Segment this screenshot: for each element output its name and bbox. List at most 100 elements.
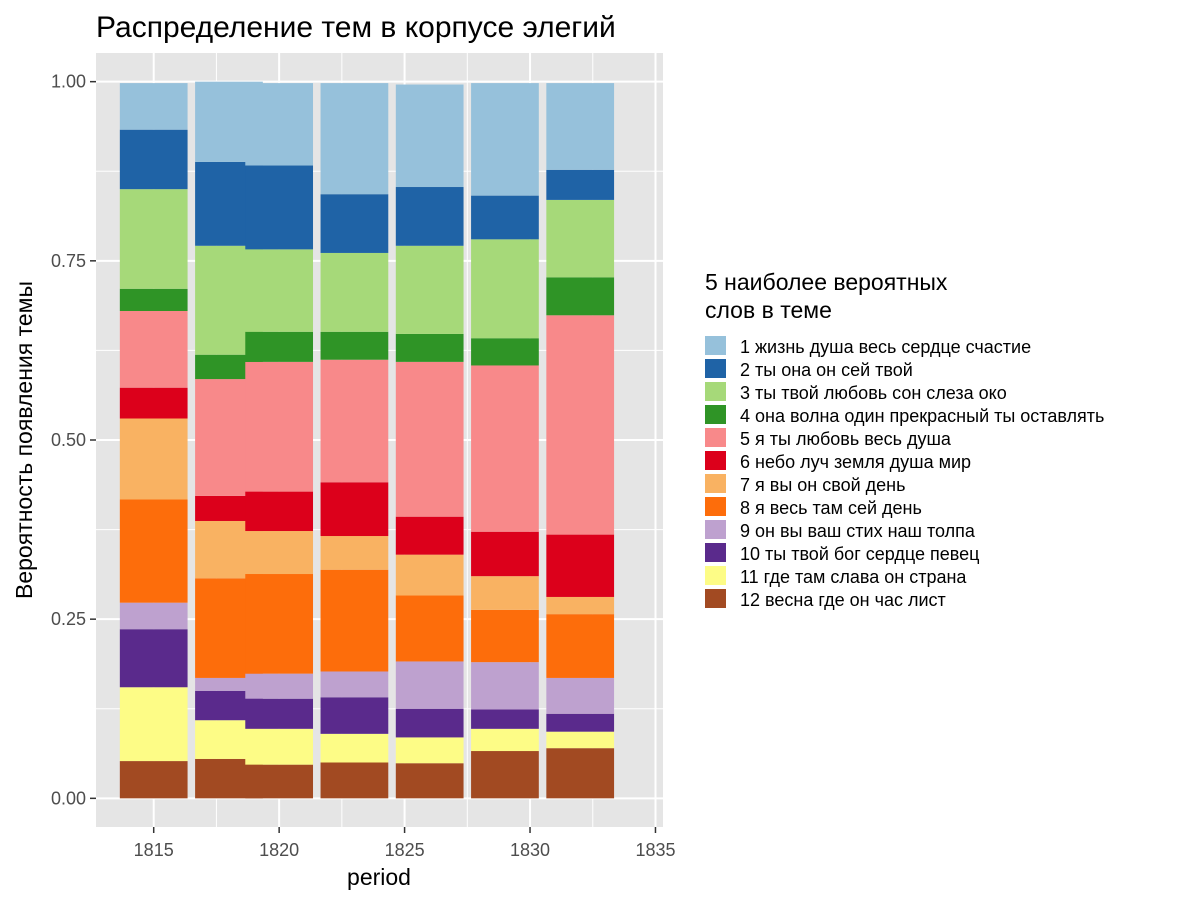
bar-segment-8-1815 <box>119 499 188 603</box>
bar-segment-3-1832 <box>546 199 615 278</box>
bar-segment-11-1820 <box>245 728 314 765</box>
bar-segment-11-1815 <box>119 687 188 762</box>
x-axis: 1815 1820 1825 1830 1835 <box>134 827 675 860</box>
y-axis-title: Вероятность появления темы <box>11 281 37 599</box>
bar-segment-9-1826 <box>395 661 464 709</box>
bar-segment-11-1826 <box>395 737 464 764</box>
bar-segment-12-1829 <box>471 751 539 799</box>
x-tick-label: 1815 <box>134 840 174 860</box>
legend-label-12: 12 весна где он час лист <box>740 590 946 610</box>
legend-swatch-4 <box>705 405 726 424</box>
bar-segment-10-1826 <box>395 708 464 738</box>
bar-segment-8-1829 <box>471 609 539 663</box>
legend-swatch-6 <box>705 451 726 470</box>
legend-swatch-1 <box>705 336 726 355</box>
bar-segment-10-1823 <box>320 697 389 734</box>
bar-segment-9-1832 <box>546 677 615 714</box>
x-tick-label: 1825 <box>385 840 425 860</box>
legend-swatch-3 <box>705 382 726 401</box>
chart-title: Распределение тем в корпусе элегий <box>96 11 616 44</box>
bar-segment-7-1832 <box>546 596 615 615</box>
bar-segment-3-1820 <box>245 249 314 332</box>
bar-segment-8-1820 <box>245 574 314 674</box>
bar-segment-6-1826 <box>395 516 464 555</box>
legend-swatch-7 <box>705 474 726 493</box>
y-tick-label: 0.50 <box>51 430 86 450</box>
bar-segment-5-1823 <box>320 359 389 483</box>
bar-segment-1-1832 <box>546 83 615 170</box>
x-tick-label: 1820 <box>259 840 299 860</box>
bar-segment-10-1815 <box>119 629 188 688</box>
x-axis-title: period <box>347 864 411 890</box>
bar-segment-3-1815 <box>119 189 188 289</box>
legend-swatch-2 <box>705 359 726 378</box>
bar-segment-6-1832 <box>546 534 615 597</box>
bar-segment-3-1826 <box>395 245 464 334</box>
legend-swatch-10 <box>705 543 726 562</box>
bar-segment-11-1823 <box>320 733 389 763</box>
legend-label-6: 6 небо луч земля душа мир <box>740 452 971 472</box>
y-tick-label: 0.25 <box>51 609 86 629</box>
bar-segment-2-1826 <box>395 187 464 246</box>
bar-segment-5-1832 <box>546 315 615 535</box>
bar-segment-11-1832 <box>546 731 615 749</box>
legend-title: 5 наиболее вероятных слов в теме <box>705 269 948 323</box>
legend-label-4: 4 она волна один прекрасный ты оставлять <box>740 406 1104 426</box>
bar-segment-6-1823 <box>320 482 389 537</box>
y-tick-label: 0.75 <box>51 251 86 271</box>
bar-segment-10-1820 <box>245 698 314 729</box>
x-tick-label: 1835 <box>635 840 675 860</box>
legend: 5 наиболее вероятных слов в теме 1 жизнь д… <box>705 269 1104 610</box>
legend-label-8: 8 я весь там сей день <box>740 498 922 518</box>
bar-segment-9-1820 <box>245 673 314 699</box>
y-tick-label: 1.00 <box>51 72 86 92</box>
bar-segment-4-1820 <box>245 331 314 362</box>
bar-segment-5-1829 <box>471 365 539 532</box>
bar-segment-3-1829 <box>471 239 539 339</box>
bar-segment-9-1815 <box>119 602 188 630</box>
legend-label-1: 1 жизнь душа весь сердце счастие <box>740 337 1031 357</box>
bar-segment-7-1820 <box>245 531 314 575</box>
bar-segment-12-1832 <box>546 748 615 799</box>
x-tick-label: 1830 <box>510 840 550 860</box>
bar-segment-9-1829 <box>471 662 539 710</box>
bar-segment-4-1823 <box>320 331 389 360</box>
bar-segment-7-1829 <box>471 576 539 610</box>
bar-segment-4-1826 <box>395 333 464 362</box>
bar-segment-6-1829 <box>471 531 539 577</box>
bar-segment-7-1823 <box>320 536 389 570</box>
bar-segment-5-1815 <box>119 311 188 388</box>
bars <box>119 81 615 799</box>
bar-segment-12-1820 <box>245 764 314 799</box>
bar-segment-8-1823 <box>320 569 389 672</box>
legend-swatch-11 <box>705 566 726 585</box>
bar-segment-6-1820 <box>245 491 314 532</box>
bar-segment-4-1815 <box>119 288 188 311</box>
bar-segment-8-1832 <box>546 614 615 678</box>
bar-segment-12-1826 <box>395 763 464 799</box>
bar-segment-1-1826 <box>395 84 464 188</box>
bar-segment-12-1815 <box>119 761 188 799</box>
bar-segment-2-1820 <box>245 165 314 250</box>
bar-segment-4-1832 <box>546 277 615 316</box>
legend-label-2: 2 ты она он сей твой <box>740 360 913 380</box>
bar-segment-10-1832 <box>546 713 615 732</box>
legend-swatch-5 <box>705 428 726 447</box>
legend-label-10: 10 ты твой бог сердце певец <box>740 544 979 564</box>
bar-segment-3-1823 <box>320 252 389 332</box>
y-tick-label: 0.00 <box>51 788 86 808</box>
bar-segment-10-1829 <box>471 709 539 729</box>
legend-swatch-9 <box>705 520 726 539</box>
bar-segment-12-1823 <box>320 762 389 799</box>
bar-segment-2-1832 <box>546 169 615 200</box>
bar-segment-11-1829 <box>471 728 539 752</box>
bar-segment-5-1820 <box>245 361 314 492</box>
bar-segment-7-1815 <box>119 418 188 500</box>
bar-segment-1-1815 <box>119 83 188 130</box>
legend-label-5: 5 я ты любовь весь душа <box>740 429 952 449</box>
bar-segment-5-1826 <box>395 361 464 517</box>
bar-segment-1-1829 <box>471 83 539 196</box>
y-axis: 0.00 0.25 0.50 0.75 1.00 <box>51 72 96 808</box>
bar-segment-1-1820 <box>245 83 314 166</box>
